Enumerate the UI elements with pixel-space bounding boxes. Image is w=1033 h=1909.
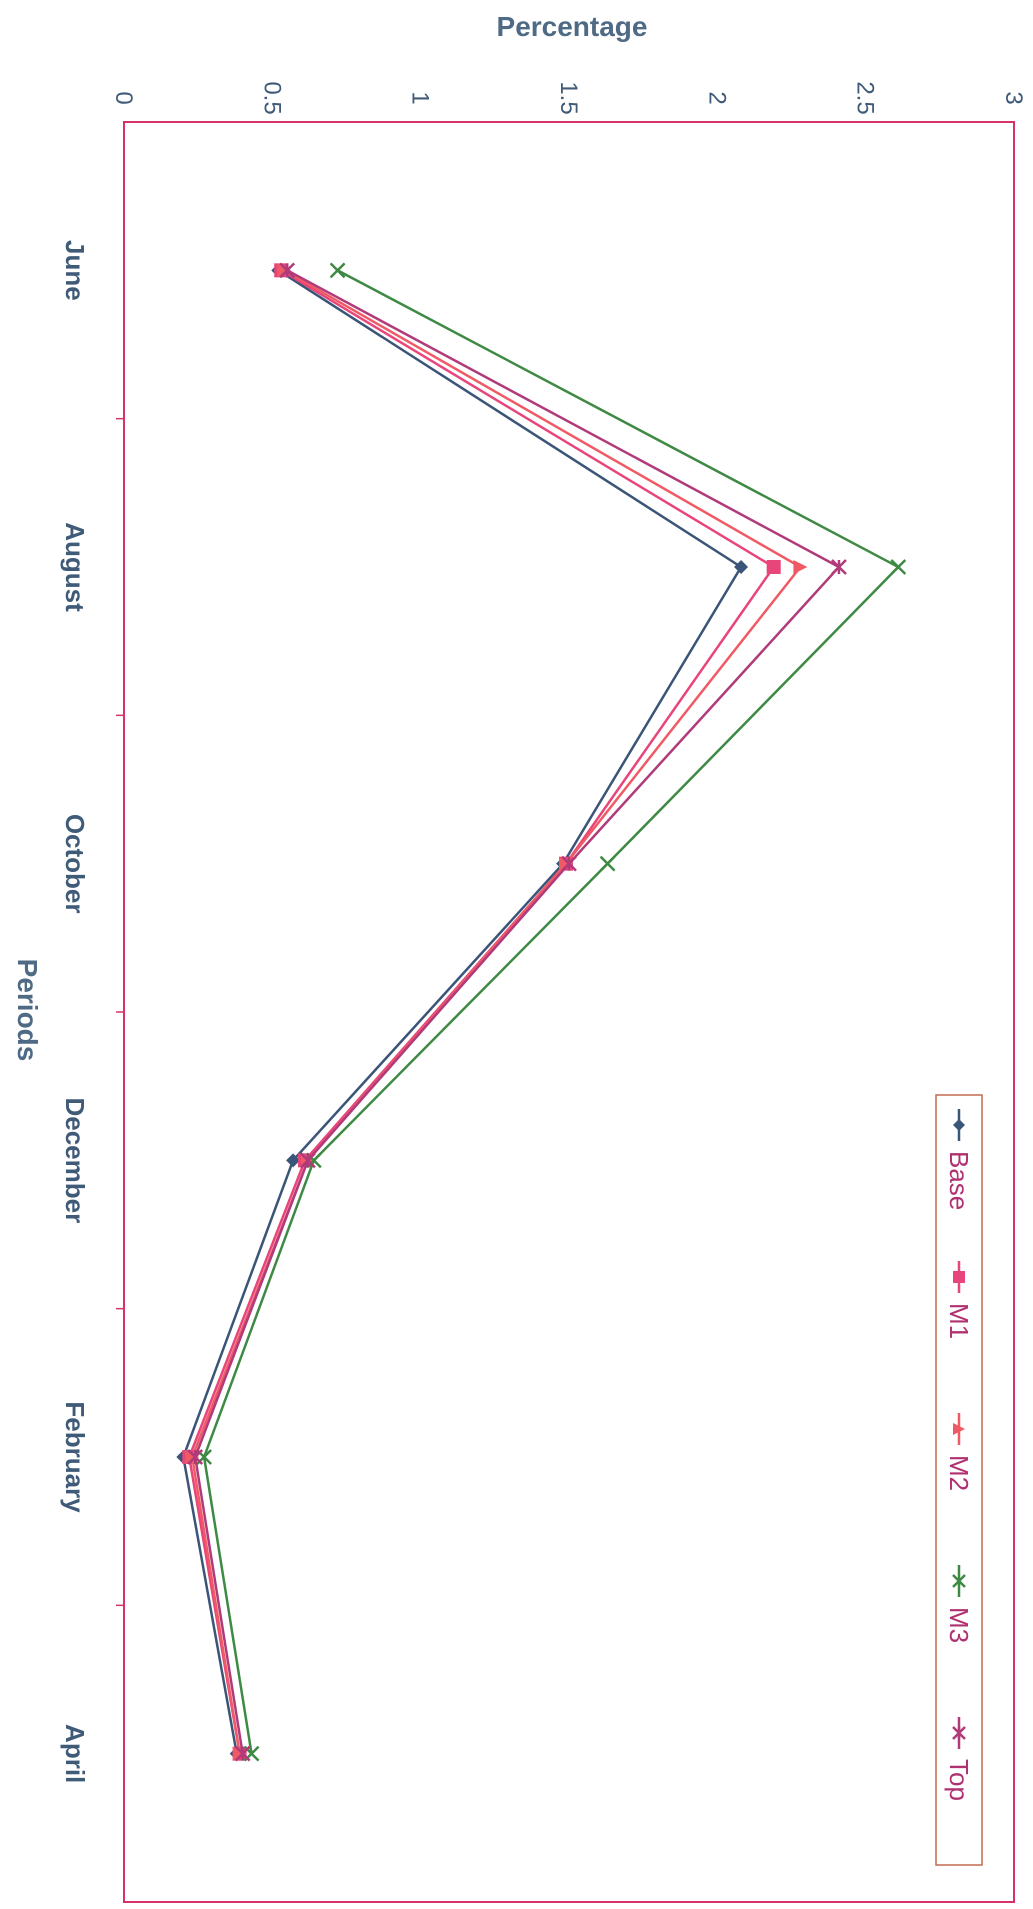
data-point: [277, 263, 292, 278]
series-m2: [185, 263, 808, 1761]
data-point: [286, 1153, 301, 1168]
data-point: [953, 1423, 965, 1435]
data-point: [952, 1726, 966, 1740]
y-tick-label: 2.5: [852, 81, 879, 114]
x-category-label: October: [60, 814, 90, 914]
legend-label: M1: [944, 1303, 974, 1339]
x-category-label: February: [60, 1401, 90, 1513]
data-point: [234, 1745, 251, 1762]
legend-item: Base: [944, 1109, 974, 1210]
series-line: [187, 269, 776, 1754]
legend-label: Base: [944, 1151, 974, 1210]
y-tick-label: 0.5: [258, 81, 285, 114]
x-axis-title: Periods: [12, 959, 43, 1062]
data-point: [305, 1152, 322, 1169]
legend-item: M3: [944, 1565, 974, 1643]
y-tick-label: 1.5: [555, 81, 582, 114]
y-tick-label: 2: [703, 91, 730, 104]
legend-item: M1: [944, 1261, 974, 1339]
data-point: [185, 1450, 200, 1464]
data-point: [232, 1746, 247, 1761]
series-m3: [196, 262, 907, 1762]
y-tick-label: 0: [110, 91, 137, 104]
series-top: [187, 262, 847, 1762]
legend-item: Top: [944, 1717, 974, 1801]
data-point: [561, 855, 577, 872]
data-point: [187, 1449, 204, 1465]
data-point: [953, 1271, 965, 1283]
series-line: [202, 269, 901, 1754]
legend-label: M2: [944, 1455, 974, 1491]
legend-item: M2: [944, 1413, 974, 1491]
series-line: [182, 269, 743, 1754]
y-tick-label: 1: [407, 91, 434, 104]
series-group: [176, 262, 907, 1762]
x-category-label: June: [60, 240, 90, 301]
series-line: [190, 269, 803, 1754]
y-axis-ticks: 0 0.5 1 1.5 2 2.5 3: [110, 81, 1027, 114]
plot-area-border: [123, 121, 1015, 1903]
legend-label: Top: [944, 1759, 974, 1801]
y-axis-title: Percentage: [497, 11, 648, 42]
data-point: [599, 855, 616, 872]
data-point: [766, 560, 781, 574]
legend-label: M3: [944, 1607, 974, 1643]
data-point: [890, 559, 907, 575]
data-point: [300, 1152, 316, 1169]
data-point: [279, 262, 296, 279]
legend: Base M1 M2 M3 Top: [935, 1094, 983, 1866]
data-point: [793, 560, 808, 574]
data-point: [329, 262, 346, 279]
data-point: [831, 559, 847, 575]
data-point: [953, 1119, 965, 1131]
x-category-label: December: [60, 1097, 90, 1223]
data-point: [734, 560, 749, 574]
y-tick-label: 3: [1000, 91, 1027, 104]
x-category-label: August: [60, 522, 90, 612]
x-category-label: April: [60, 1724, 90, 1783]
data-point: [559, 856, 574, 871]
data-point: [952, 1574, 966, 1588]
x-axis-categories: June August October December February April: [60, 240, 124, 1783]
series-line: [193, 269, 841, 1754]
